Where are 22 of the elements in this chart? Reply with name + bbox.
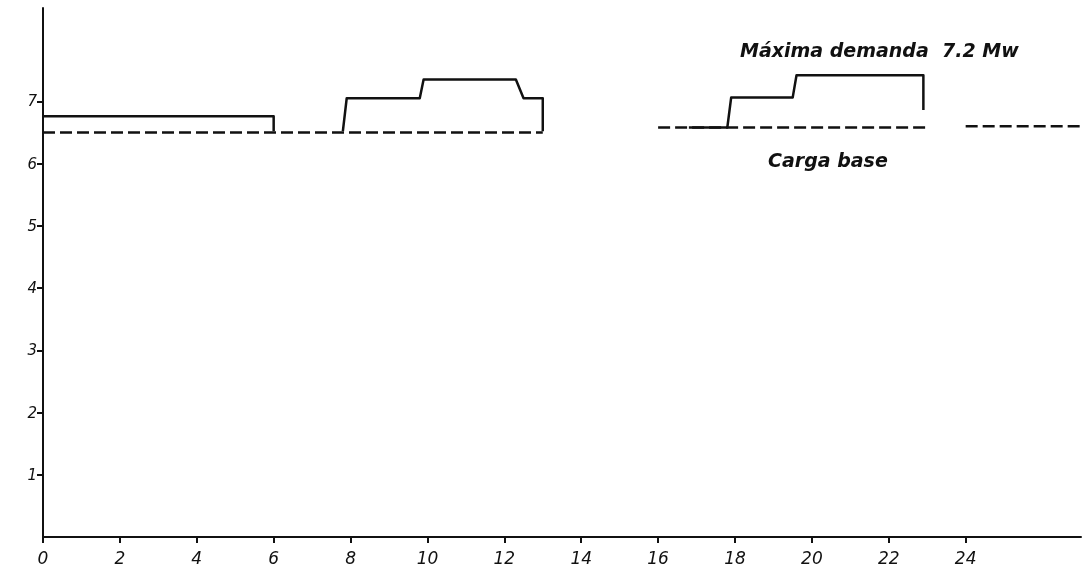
y-tick-label: 6 [27, 154, 37, 173]
y-tick-label: 2 [27, 403, 37, 422]
y-tick-label: 5 [27, 216, 37, 235]
x-tick-label: 8 [345, 547, 357, 568]
x-tick-label: 18 [724, 547, 746, 568]
y-tick-label: 3 [27, 341, 37, 360]
annotation: Carga base [768, 148, 888, 171]
x-tick-label: 4 [191, 547, 203, 568]
y-tick-label: 1 [27, 465, 37, 484]
y-tick-label: 4 [27, 279, 37, 298]
x-tick-label: 24 [954, 547, 977, 568]
x-tick-label: 0 [37, 547, 49, 568]
x-tick-label: 16 [647, 547, 670, 568]
x-tick-label: 20 [801, 547, 823, 568]
x-tick-label: 6 [268, 547, 280, 568]
x-tick-label: 22 [877, 547, 900, 568]
y-tick-label: 7 [27, 92, 38, 111]
x-tick-label: 14 [570, 547, 593, 568]
x-tick-label: 10 [416, 547, 439, 568]
x-tick-label: 2 [114, 547, 126, 568]
annotation: Máxima demanda 7.2 Mw [740, 38, 1020, 61]
x-tick-label: 12 [493, 547, 516, 568]
